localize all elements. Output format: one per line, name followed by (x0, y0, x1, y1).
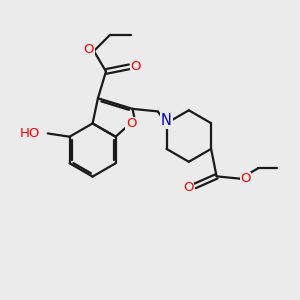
Text: O: O (126, 117, 136, 130)
Text: O: O (83, 43, 94, 56)
Text: O: O (130, 60, 141, 73)
Text: N: N (161, 113, 172, 128)
Text: O: O (183, 181, 194, 194)
Text: HO: HO (20, 127, 40, 140)
Text: O: O (240, 172, 251, 185)
